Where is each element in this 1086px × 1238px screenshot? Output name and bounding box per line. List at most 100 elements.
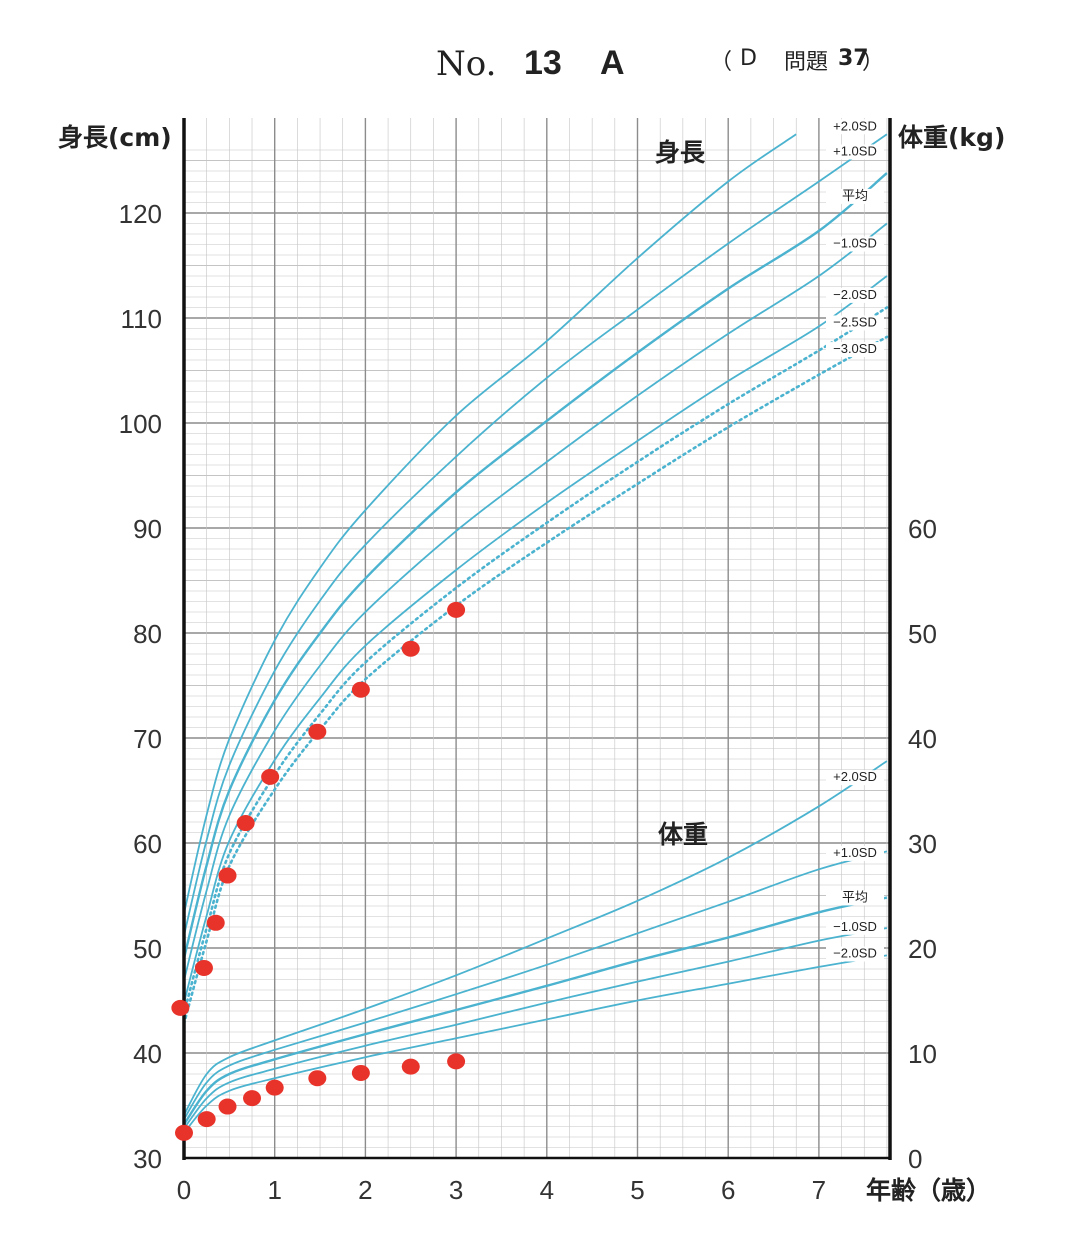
weight-curve-4 <box>183 954 888 1134</box>
weight-marker <box>265 1079 284 1096</box>
x-tick-label: 5 <box>630 1175 644 1205</box>
height-tick-label: 90 <box>133 514 162 544</box>
height-curve-3 <box>183 222 888 981</box>
height-tick-label: 80 <box>133 619 162 649</box>
weight-tick-label: 0 <box>908 1144 922 1174</box>
height-tick-label: 100 <box>119 409 162 439</box>
sd-labels: +2.0SD +1.0SD 平均 −1.0SD −2.0SD −2.5SD −3.0SD +2… <box>826 118 884 962</box>
section-label-weight: 体重 <box>658 820 708 849</box>
header-no-prefix: No. <box>436 44 497 84</box>
height-marker <box>236 815 255 832</box>
header-ref-letter: D <box>740 46 757 71</box>
weight-tick-label: 50 <box>908 619 937 649</box>
header-letter: A <box>600 44 625 82</box>
weight-curve-3 <box>183 927 888 1130</box>
weight-marker <box>197 1111 216 1128</box>
height-sd-label: 平均 <box>842 188 868 203</box>
ticks: 30 40 50 60 70 80 90 100 110 120 0 10 20 30 40 50 60 0 1 2 3… <box>119 199 937 1205</box>
weight-sd-label: −2.0SD <box>833 946 877 961</box>
height-curve-0 <box>183 133 797 914</box>
height-curve-4 <box>183 275 888 1003</box>
x-tick-label: 1 <box>267 1175 281 1205</box>
weight-sd-label-bg <box>826 770 884 786</box>
height-sd-label-bg <box>826 342 884 358</box>
header-ref-close: ） <box>862 50 885 75</box>
weight-tick-label: 20 <box>908 934 937 964</box>
height-sd-label: +2.0SD <box>833 118 877 133</box>
weight-tick-label: 10 <box>908 1039 937 1069</box>
weight-sd-label: +1.0SD <box>833 845 877 860</box>
weight-sd-label: 平均 <box>842 889 868 904</box>
height-marker <box>308 723 327 740</box>
x-tick-label: 4 <box>540 1175 554 1205</box>
weight-curve-0 <box>183 760 888 1116</box>
weight-marker <box>243 1090 262 1107</box>
axes <box>182 118 892 1160</box>
height-sd-label: +1.0SD <box>833 143 877 158</box>
header-ref-open: （ <box>710 50 733 75</box>
height-tick-label: 110 <box>121 304 162 334</box>
grid <box>184 118 890 1158</box>
weight-marker <box>401 1058 420 1075</box>
curves <box>182 133 889 1134</box>
height-marker <box>351 681 370 698</box>
weight-marker <box>308 1070 327 1087</box>
height-sd-label-bg <box>826 188 884 204</box>
height-marker <box>401 640 420 657</box>
weight-sd-label-bg <box>826 919 884 935</box>
x-tick-label: 7 <box>812 1175 826 1205</box>
height-tick-label: 40 <box>133 1039 162 1069</box>
weight-sd-label: +2.0SD <box>833 769 877 784</box>
height-sd-label: −2.0SD <box>833 287 877 302</box>
x-axis-title: 年齢（歳） <box>866 1176 991 1205</box>
weight-sd-label-bg <box>826 946 884 962</box>
height-tick-label: 70 <box>133 724 162 754</box>
header-ref-num: 37 <box>838 46 869 71</box>
height-tick-label: 50 <box>133 934 162 964</box>
weight-marker <box>218 1098 237 1115</box>
header-ref-text: 問題 <box>784 50 829 75</box>
height-marker <box>447 601 466 618</box>
height-axis-title: 身長(cm) <box>58 123 172 152</box>
height-curve-1 <box>183 133 888 936</box>
weight-tick-label: 40 <box>908 724 937 754</box>
x-tick-label: 6 <box>721 1175 735 1205</box>
height-sd-label: −3.0SD <box>833 341 877 356</box>
height-tick-label: 120 <box>119 199 162 229</box>
height-sd-label-bg <box>826 119 884 135</box>
height-tick-label: 60 <box>133 829 162 859</box>
height-marker <box>218 867 237 884</box>
header-number: 13 <box>524 44 562 82</box>
weight-sd-label: −1.0SD <box>833 919 877 934</box>
x-tick-label: 3 <box>449 1175 463 1205</box>
height-curve-6 <box>182 335 889 1025</box>
weight-axis-title: 体重(kg) <box>898 123 1005 152</box>
height-tick-label: 30 <box>133 1144 162 1174</box>
height-sd-label-bg <box>826 144 884 160</box>
height-sd-label: −2.5SD <box>833 314 877 329</box>
x-tick-label: 0 <box>177 1175 191 1205</box>
weight-tick-label: 60 <box>908 514 937 544</box>
height-marker <box>261 768 280 785</box>
height-marker <box>206 914 225 931</box>
patient-points <box>171 601 466 1141</box>
height-sd-label: −1.0SD <box>833 236 877 251</box>
labels: 身長(cm) 体重(kg) 年齢（歳） 身長 体重 <box>58 123 1005 1205</box>
height-sd-label-bg <box>826 315 884 331</box>
weight-sd-label-bg <box>826 845 884 861</box>
weight-curve-1 <box>183 850 888 1120</box>
weight-marker <box>447 1053 466 1070</box>
height-marker <box>194 959 213 976</box>
height-sd-label-bg <box>826 287 884 303</box>
weight-tick-label: 30 <box>908 829 937 859</box>
height-curve-5 <box>182 306 889 1015</box>
height-marker <box>171 999 190 1016</box>
weight-curve-2 <box>183 896 888 1126</box>
height-curve-2 <box>182 172 888 959</box>
section-label-height: 身長 <box>655 138 706 167</box>
x-tick-label: 2 <box>358 1175 372 1205</box>
height-sd-label-bg <box>826 236 884 252</box>
weight-sd-label-bg <box>826 890 884 906</box>
weight-marker <box>351 1064 370 1081</box>
